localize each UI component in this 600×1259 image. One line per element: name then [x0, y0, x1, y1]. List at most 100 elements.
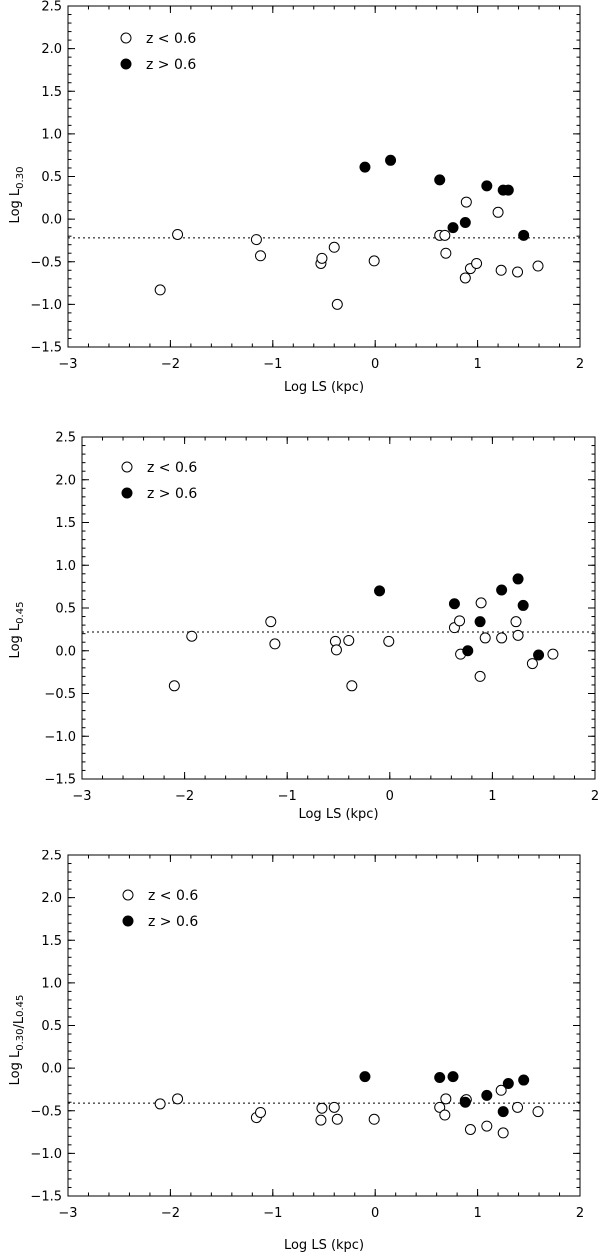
x-tick-label-3: −2 — [161, 1206, 180, 1221]
point-low-z-3 — [328, 1101, 340, 1113]
point-high-z-2 — [533, 649, 545, 661]
point-high-z-3 — [502, 1077, 514, 1089]
point-high-z-3 — [518, 1074, 530, 1086]
point-low-z-2 — [330, 644, 342, 656]
point-low-z-3 — [464, 1124, 476, 1136]
x-axis-title-2: Log LS (kpc) — [298, 807, 378, 822]
point-high-z-1 — [481, 180, 493, 192]
point-low-z-2 — [479, 632, 491, 644]
legend-2: z < 0.6 z > 0.6 — [121, 460, 197, 502]
point-low-z-3 — [434, 1101, 446, 1113]
point-high-z-1 — [359, 161, 371, 173]
chart-panel-3: Log L0.30/L0.45 −3 −2 −1 0 1 2 −1.5 −1.0 −0.5 0.0… — [8, 850, 584, 1253]
point-low-z-2 — [526, 658, 538, 670]
point-low-z-3 — [481, 1120, 493, 1132]
point-low-z-2 — [346, 680, 358, 692]
y-tick-label-3: −0.5 — [30, 1104, 62, 1119]
point-low-z-1 — [459, 272, 471, 284]
point-high-z-3 — [434, 1072, 446, 1084]
x-tick-label-1: −2 — [161, 357, 180, 372]
svg-text:Log L0.30/L0.45: Log L0.30/L0.45 — [8, 995, 27, 1086]
legend-marker-filled — [121, 487, 133, 499]
x-tick-label-3: −1 — [263, 1206, 282, 1221]
x-tick-label-1: 0 — [371, 357, 379, 372]
point-high-z-2 — [512, 573, 524, 585]
point-low-z-1 — [368, 255, 380, 267]
point-low-z-2 — [383, 635, 395, 647]
x-tick-label-3: 0 — [371, 1206, 379, 1221]
point-low-z-2 — [547, 648, 559, 660]
plot-frame-1 — [67, 5, 581, 348]
point-low-z-3 — [331, 1113, 343, 1125]
point-low-z-1 — [328, 241, 340, 253]
y-tick-label-1: 0.5 — [41, 170, 62, 185]
point-low-z-1 — [440, 247, 452, 259]
y-tick-label-1: 1.0 — [41, 127, 62, 142]
x-tick-label-2: 1 — [488, 789, 496, 804]
point-high-z-2 — [374, 585, 386, 597]
point-low-z-3 — [440, 1093, 452, 1105]
point-low-z-1 — [154, 284, 166, 296]
point-low-z-3 — [495, 1084, 507, 1096]
y-tick-label-2: 1.5 — [55, 516, 76, 531]
point-low-z-2 — [474, 670, 486, 682]
point-low-z-3 — [154, 1098, 166, 1110]
legend-marker-open — [121, 461, 133, 473]
legend-marker-open — [120, 32, 132, 44]
legend-1: z < 0.6 z > 0.6 — [120, 31, 196, 73]
y-tick-label-1: −1.0 — [30, 298, 62, 313]
y-tick-label-3: 1.5 — [41, 934, 62, 949]
point-low-z-3 — [497, 1127, 509, 1139]
point-low-z-3 — [315, 1114, 327, 1126]
legend-marker-filled — [122, 915, 134, 927]
point-low-z-2 — [510, 616, 522, 628]
legend-label-low-z: z < 0.6 — [146, 31, 196, 47]
point-high-z-1 — [447, 222, 459, 234]
point-high-z-1 — [385, 154, 397, 166]
y-tick-label-2: 1.0 — [55, 559, 76, 574]
point-low-z-1 — [492, 206, 504, 218]
point-high-z-3 — [359, 1071, 371, 1083]
chart-panel-2: Log L0.45 −3 −2 −1 0 1 2 −1.5 −1.0 −0.5 0.0 0.5 1.0… — [8, 431, 599, 823]
y-tick-label-1: 2.5 — [41, 0, 62, 15]
y-axis-title-1: Log L0.30 — [8, 167, 26, 224]
point-low-z-2 — [512, 629, 524, 641]
legend-marker-filled — [120, 58, 132, 70]
svg-text:Log L0.45: Log L0.45 — [8, 602, 26, 659]
legend-label-low-z: z < 0.6 — [147, 460, 197, 476]
y-tick-label-1: −0.5 — [30, 255, 62, 270]
y-tick-label-2: 2.0 — [55, 473, 76, 488]
point-high-z-2 — [462, 645, 474, 657]
y-axis-title-3: Log L0.30/L0.45 — [8, 995, 27, 1086]
svg-text:Log L0.30: Log L0.30 — [8, 167, 26, 224]
point-low-z-3 — [255, 1106, 267, 1118]
point-low-z-1 — [460, 196, 472, 208]
point-low-z-1 — [172, 228, 184, 240]
y-tick-label-3: −1.0 — [30, 1147, 62, 1162]
x-tick-label-2: 2 — [591, 789, 599, 804]
legend-3: z < 0.6 z > 0.6 — [122, 888, 198, 930]
point-low-z-1 — [532, 260, 544, 272]
point-high-z-3 — [459, 1096, 471, 1108]
y-tick-label-2: 0.5 — [55, 602, 76, 617]
x-tick-label-1: 2 — [576, 357, 584, 372]
x-tick-label-3: −3 — [58, 1206, 77, 1221]
x-tick-label-2: −3 — [72, 789, 91, 804]
point-high-z-3 — [497, 1106, 509, 1118]
y-tick-label-1: 1.5 — [41, 85, 62, 100]
point-low-z-2 — [168, 680, 180, 692]
point-low-z-2 — [265, 616, 277, 628]
y-tick-label-2: −0.5 — [44, 687, 76, 702]
point-low-z-2 — [475, 597, 487, 609]
x-tick-label-3: 2 — [576, 1206, 584, 1221]
point-high-z-1 — [459, 217, 471, 229]
point-low-z-1 — [512, 266, 524, 278]
legend-label-low-z: z < 0.6 — [148, 888, 198, 904]
point-low-z-3 — [172, 1093, 184, 1105]
point-low-z-2 — [269, 638, 281, 650]
y-tick-label-2: −1.5 — [44, 773, 76, 788]
y-tick-label-1: 0.0 — [41, 213, 62, 228]
point-high-z-1 — [502, 184, 514, 196]
legend-marker-open — [122, 889, 134, 901]
legend-label-high-z: z > 0.6 — [146, 57, 196, 73]
